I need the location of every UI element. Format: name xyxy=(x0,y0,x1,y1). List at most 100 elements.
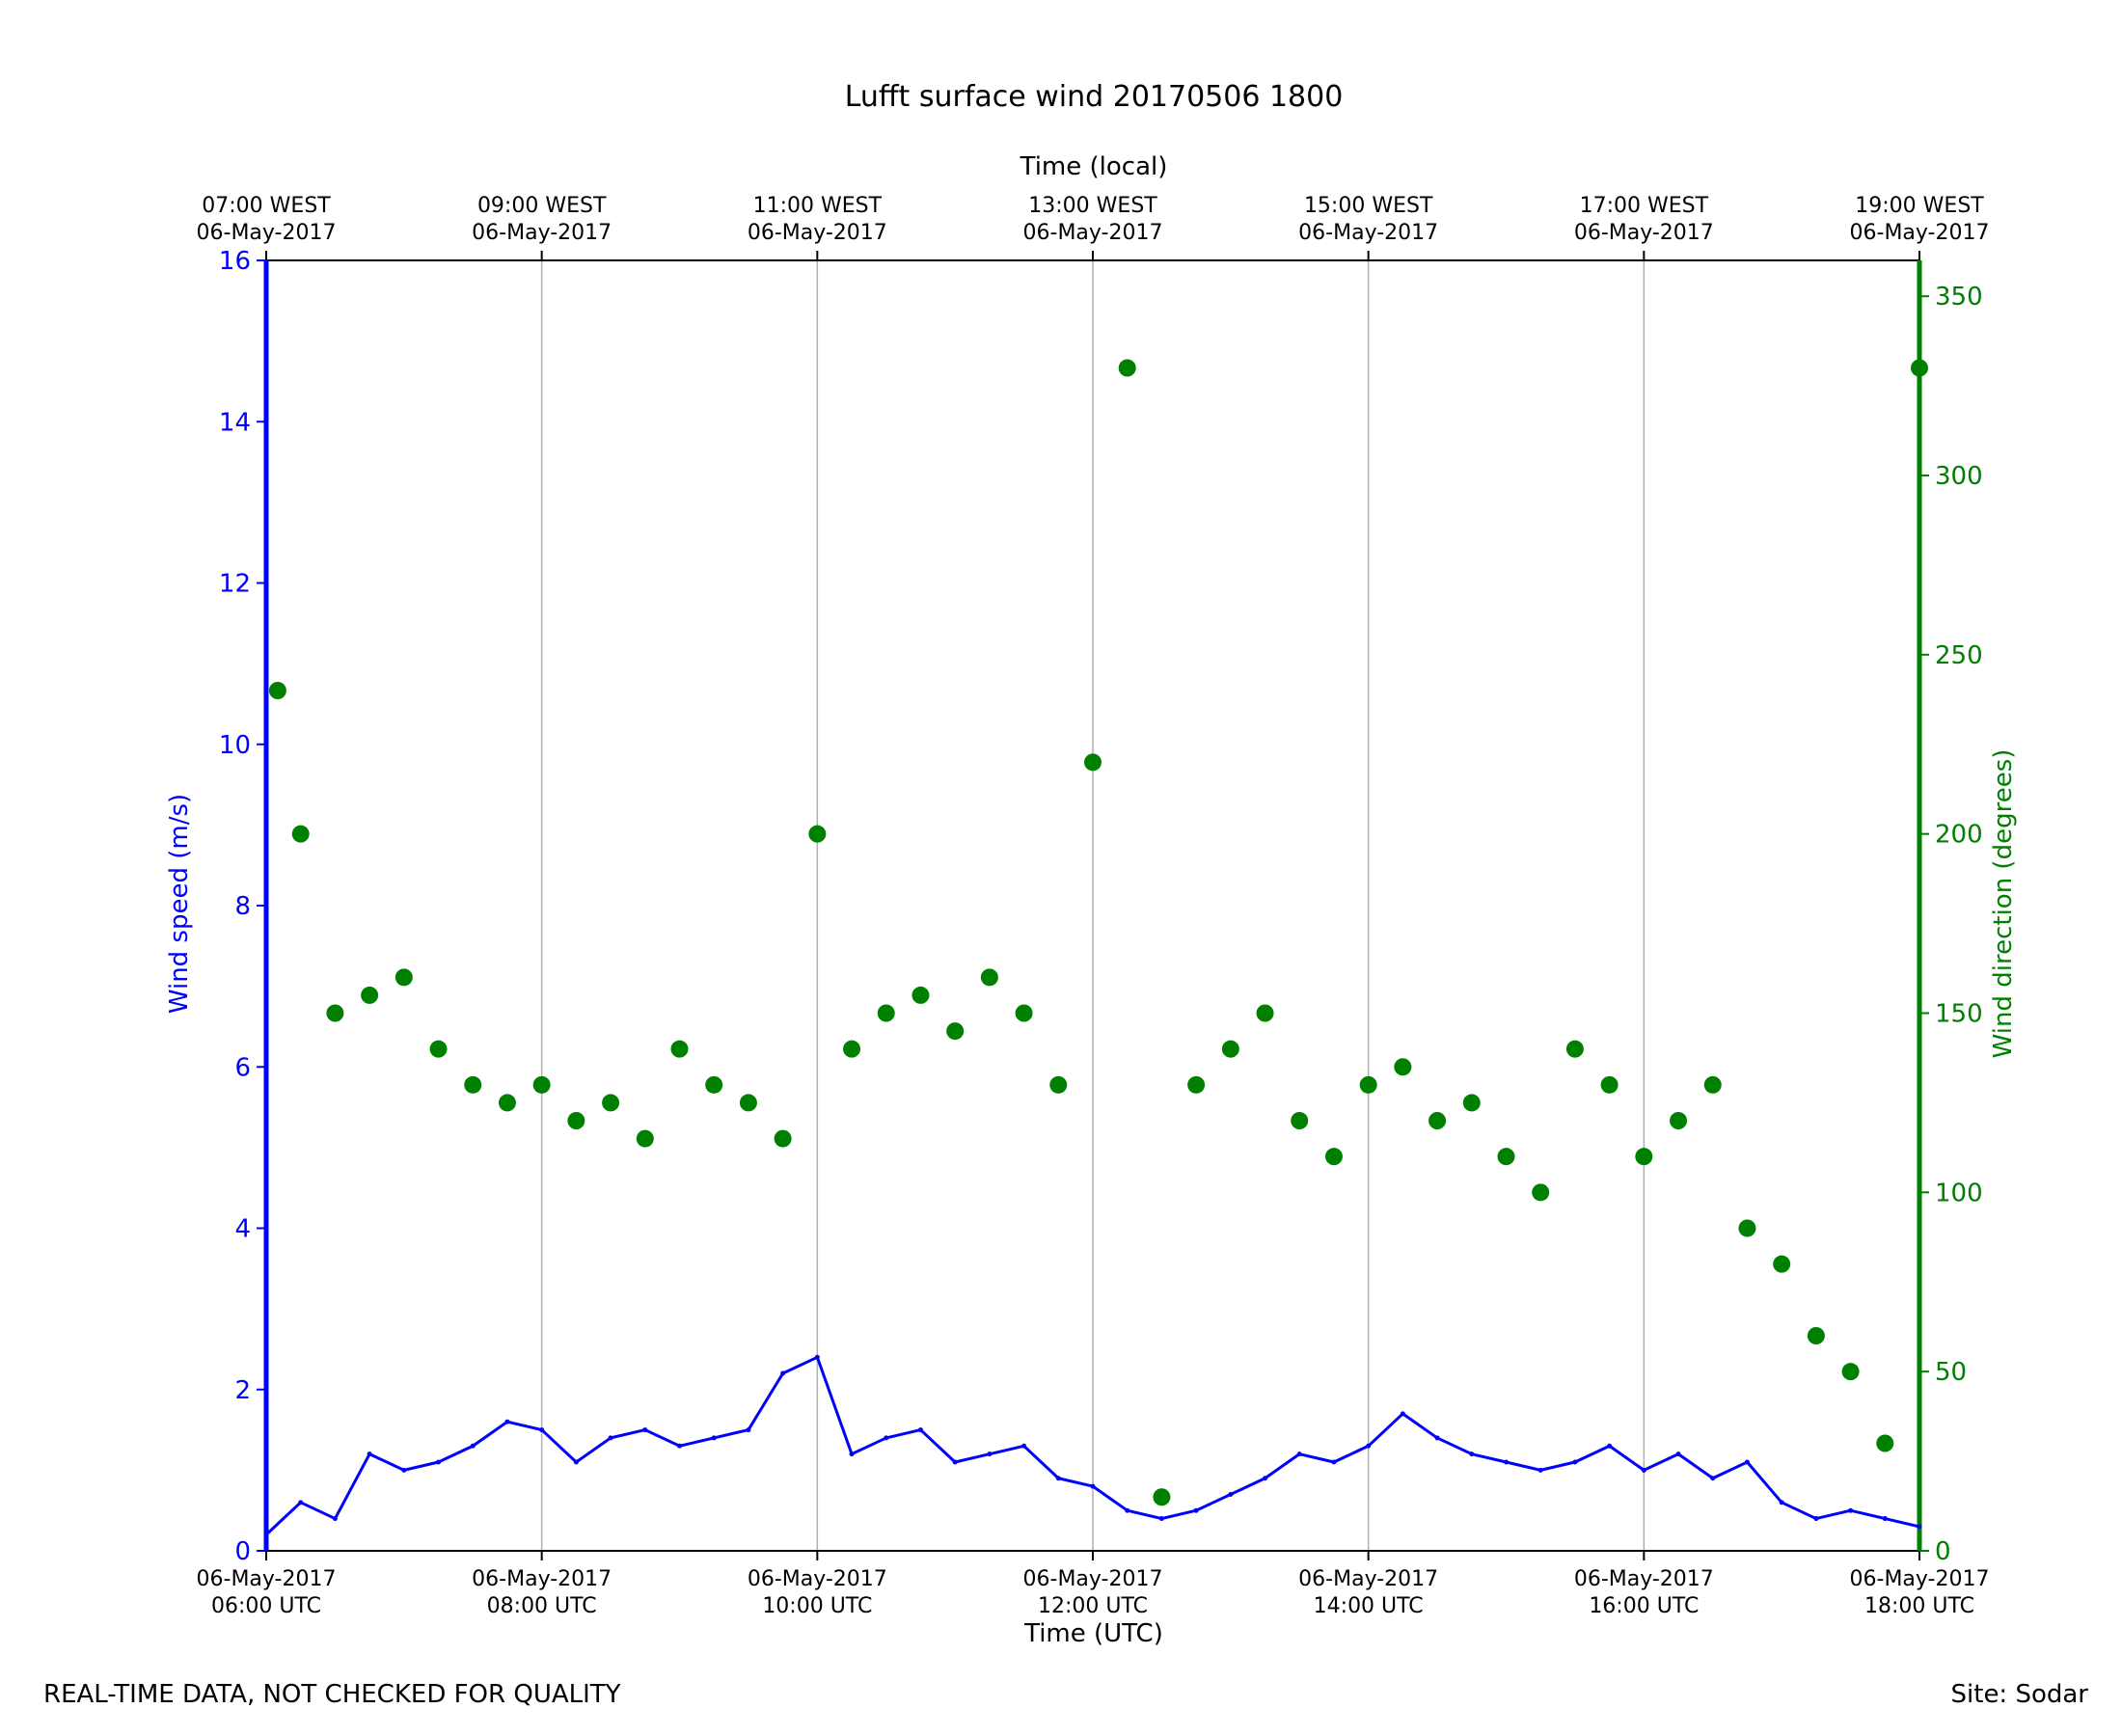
wind-speed-point xyxy=(1710,1476,1716,1481)
wind-direction-point xyxy=(429,1040,448,1058)
wind-speed-point xyxy=(1296,1451,1302,1457)
x-tick-label: 06-May-2017 xyxy=(1023,1567,1163,1591)
wind-speed-point xyxy=(917,1427,923,1433)
wind-direction-point xyxy=(1600,1075,1619,1094)
wind-direction-point xyxy=(636,1129,654,1148)
x-tick-label: 06:00 UTC xyxy=(211,1594,321,1618)
y-left-tick-label: 8 xyxy=(234,892,251,921)
wind-direction-point xyxy=(1324,1148,1343,1166)
wind-speed-point xyxy=(608,1435,613,1441)
wind-direction-point xyxy=(498,1094,516,1112)
wind-speed-point xyxy=(539,1427,545,1433)
wind-speed-point xyxy=(1400,1411,1405,1417)
wind-direction-point xyxy=(361,986,379,1004)
y-left-tick-label: 16 xyxy=(219,247,251,276)
wind-direction-point xyxy=(291,825,310,843)
y-axis-label-left: Wind speed (m/s) xyxy=(165,794,194,1014)
wind-direction-point xyxy=(670,1040,689,1058)
top-tick-label: 17:00 WEST xyxy=(1580,194,1709,218)
wind-speed-point xyxy=(884,1435,889,1441)
top-tick-label: 19:00 WEST xyxy=(1855,194,1984,218)
wind-direction-point xyxy=(1084,753,1102,772)
y-left-tick-label: 12 xyxy=(219,570,251,599)
wind-direction-point xyxy=(1841,1363,1860,1381)
x-tick-label: 06-May-2017 xyxy=(1574,1567,1714,1591)
top-tick-label: 06-May-2017 xyxy=(748,221,887,245)
wind-direction-point xyxy=(808,825,827,843)
wind-direction-point xyxy=(1635,1148,1653,1166)
top-tick-label: 09:00 WEST xyxy=(477,194,607,218)
y-left-tick-label: 10 xyxy=(219,731,251,760)
x-tick-label: 14:00 UTC xyxy=(1314,1594,1424,1618)
x-tick-label: 16:00 UTC xyxy=(1589,1594,1699,1618)
wind-speed-point xyxy=(642,1427,648,1433)
x-tick-label: 12:00 UTC xyxy=(1038,1594,1148,1618)
y-left-tick-label: 14 xyxy=(219,408,251,437)
wind-speed-point xyxy=(1366,1443,1372,1449)
wind-direction-point xyxy=(1428,1112,1447,1129)
chart-title: Lufft surface wind 20170506 1800 xyxy=(845,80,1344,114)
wind-speed-point xyxy=(711,1435,717,1441)
wind-direction-point xyxy=(946,1022,965,1041)
wind-direction-point xyxy=(567,1112,585,1129)
wind-speed-point xyxy=(1331,1459,1337,1465)
wind-speed-point xyxy=(367,1451,372,1457)
wind-direction-point xyxy=(1118,359,1136,377)
wind-direction-point xyxy=(774,1129,792,1148)
top-tick-label: 06-May-2017 xyxy=(1298,221,1438,245)
top-tick-label: 11:00 WEST xyxy=(753,194,883,218)
y-right-tick-label: 150 xyxy=(1935,1000,1983,1029)
top-tick-label: 06-May-2017 xyxy=(1023,221,1163,245)
wind-speed-point xyxy=(1848,1507,1854,1513)
top-tick-label: 13:00 WEST xyxy=(1028,194,1157,218)
top-axis-label: Time (local) xyxy=(1020,152,1168,181)
wind-speed-point xyxy=(1744,1459,1750,1465)
wind-speed-point xyxy=(1607,1443,1613,1449)
top-tick-label: 06-May-2017 xyxy=(1850,221,1990,245)
x-tick-label: 18:00 UTC xyxy=(1864,1594,1974,1618)
top-tick-label: 15:00 WEST xyxy=(1304,194,1433,218)
wind-speed-point xyxy=(298,1500,304,1505)
wind-speed-point xyxy=(1469,1451,1475,1457)
x-tick-label: 06-May-2017 xyxy=(472,1567,612,1591)
wind-direction-point xyxy=(1911,359,1928,377)
wind-direction-point xyxy=(877,1004,895,1022)
wind-direction-point xyxy=(326,1004,344,1022)
wind-speed-point xyxy=(987,1451,993,1457)
wind-direction-point xyxy=(1221,1040,1239,1058)
wind-speed-point xyxy=(1263,1476,1268,1481)
wind-direction-point xyxy=(394,968,413,987)
wind-speed-point xyxy=(1675,1451,1681,1457)
y-right-tick-label: 100 xyxy=(1935,1179,1983,1207)
plot-area: 06-May-2017 06:00 UTC 06-May-2017 08:00 UTC… xyxy=(197,194,1990,1618)
footer-right: Site: Sodar xyxy=(1951,1680,2089,1709)
top-tick-label: 06-May-2017 xyxy=(1574,221,1714,245)
wind-speed-point xyxy=(1813,1516,1819,1522)
wind-speed-point xyxy=(470,1443,476,1449)
wind-speed-point xyxy=(436,1459,442,1465)
wind-direction-point xyxy=(1738,1219,1756,1237)
footer-left: REAL-TIME DATA, NOT CHECKED FOR QUALITY xyxy=(43,1680,621,1709)
wind-direction-point xyxy=(1497,1148,1515,1166)
wind-direction-point xyxy=(1015,1004,1033,1022)
y-left-tick-label: 4 xyxy=(234,1215,251,1244)
y-right-tick-label: 50 xyxy=(1935,1358,1967,1387)
wind-direction-point xyxy=(1462,1094,1481,1112)
wind-speed-point xyxy=(1090,1483,1096,1489)
wind-speed-point xyxy=(504,1419,510,1424)
wind-speed-point xyxy=(1572,1459,1578,1465)
wind-speed-point xyxy=(1917,1524,1922,1530)
wind-speed-point xyxy=(1158,1516,1164,1522)
wind-direction-point xyxy=(980,968,998,987)
wind-speed-point xyxy=(1193,1507,1199,1513)
x-tick-label: 06-May-2017 xyxy=(1298,1567,1438,1591)
x-tick-label: 06-May-2017 xyxy=(197,1567,337,1591)
y-right-tick-label: 250 xyxy=(1935,641,1983,670)
y-right-tick-label: 200 xyxy=(1935,821,1983,850)
wind-speed-point xyxy=(1228,1491,1234,1497)
wind-direction-point xyxy=(1187,1075,1206,1094)
wind-direction-point xyxy=(268,682,286,699)
wind-direction-point xyxy=(1773,1255,1791,1273)
y-left-tick-label: 6 xyxy=(234,1053,251,1082)
